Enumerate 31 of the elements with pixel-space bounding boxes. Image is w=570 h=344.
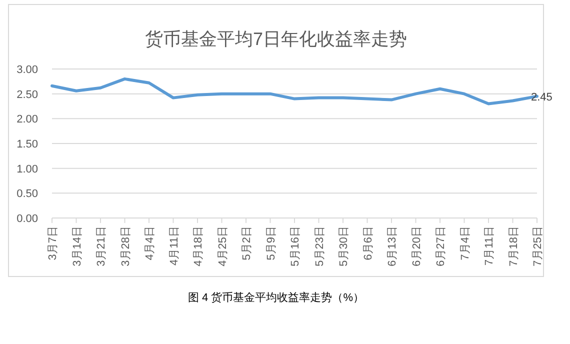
x-tick-label: 5月23日 [314, 226, 326, 266]
y-tick-label: 0.50 [16, 188, 38, 200]
x-tick-label: 6月20日 [410, 226, 423, 266]
x-tick-label: 5月2日 [241, 226, 253, 260]
x-tick-label: 3月14日 [71, 226, 84, 266]
x-tick-label: 7月11日 [484, 226, 496, 266]
x-tick-label: 3月21日 [96, 226, 108, 266]
x-tick-label: 4月25日 [216, 226, 229, 266]
x-tick-label: 6月6日 [362, 226, 374, 260]
data-label: 2.45 [531, 91, 552, 104]
x-tick-label: 7月25日 [532, 226, 544, 266]
y-tick-label: 0.00 [16, 213, 38, 225]
x-tick-label: 7月4日 [459, 226, 472, 260]
x-tick-label: 4月11日 [168, 226, 180, 266]
y-tick-label: 1.00 [16, 163, 38, 176]
x-tick-label: 4月4日 [144, 226, 156, 260]
caption: 图 4 货币基金平均收益率走势（%） [188, 291, 364, 304]
x-tick-label: 5月30日 [338, 226, 350, 266]
x-tick-label: 5月16日 [290, 226, 302, 266]
x-tick-label: 7月18日 [508, 226, 520, 266]
x-tick-label: 6月13日 [386, 226, 398, 266]
y-tick-label: 2.50 [16, 88, 38, 101]
y-tick-label: 3.00 [16, 64, 38, 76]
x-tick-label: 5月9日 [265, 226, 278, 260]
y-tick-label: 2.00 [16, 114, 38, 126]
x-tick-label: 4月18日 [192, 226, 204, 266]
x-tick-label: 6月27日 [435, 226, 447, 266]
x-tick-label: 3月7日 [47, 226, 59, 260]
x-tick-label: 3月28日 [120, 226, 132, 266]
chart-title: 货币基金平均7日年化收益率走势 [144, 29, 408, 49]
y-tick-label: 1.50 [16, 138, 38, 150]
